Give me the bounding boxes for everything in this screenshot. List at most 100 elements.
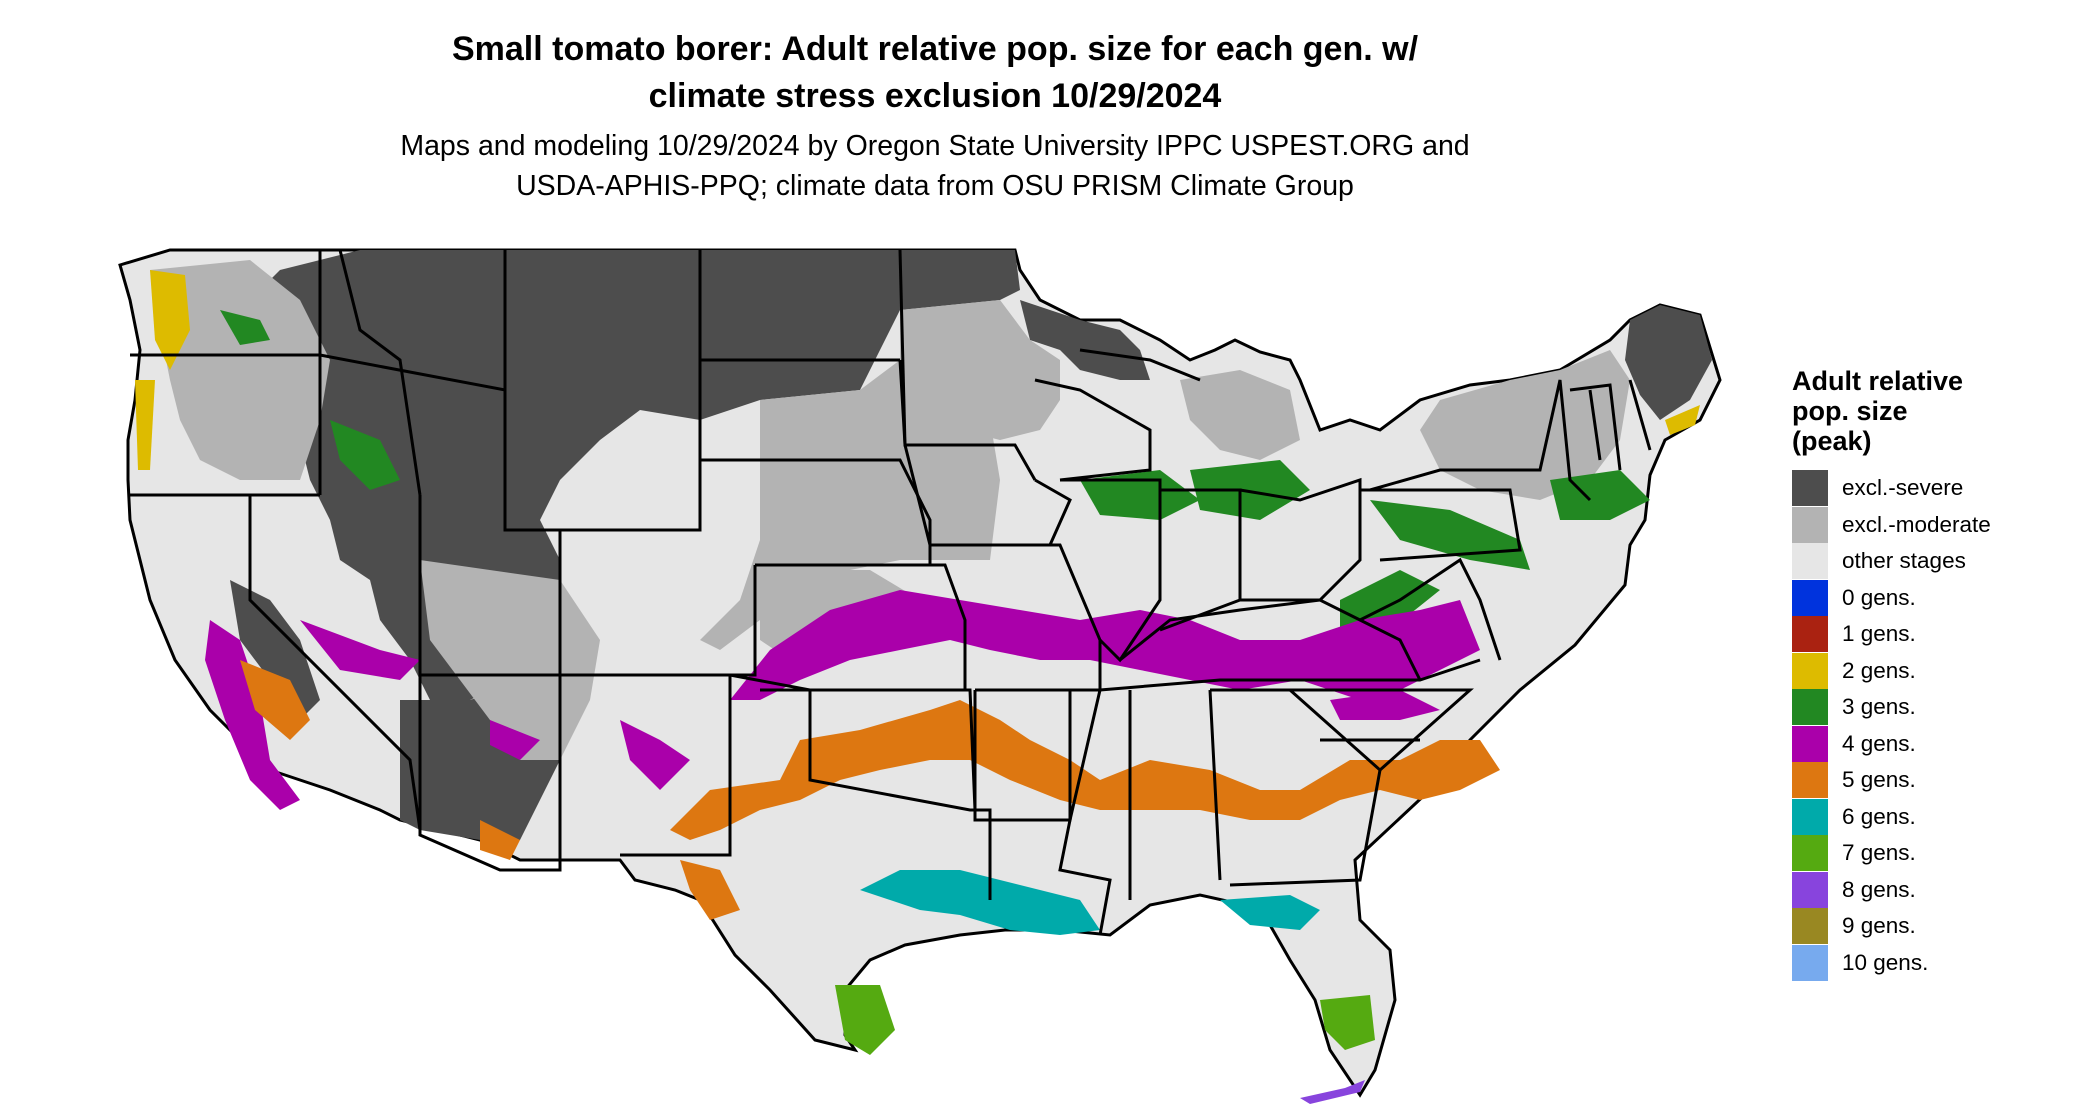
severe-nevada-west (230, 580, 320, 720)
legend-swatch (1792, 470, 1828, 507)
magenta-nevada (300, 620, 420, 680)
boundary-wisconsin (1034, 378, 1152, 482)
map-subtitle: Maps and modeling 10/29/2024 by Oregon S… (0, 126, 1870, 206)
legend-item: 8 gens. (1792, 871, 1991, 909)
yellow-maine-coast (1665, 405, 1700, 435)
legend-title: Adult relative pop. size (peak) (1792, 366, 1991, 456)
legend-title-line-1: Adult relative (1792, 366, 1964, 396)
boundary-idaho-montana (338, 249, 422, 496)
legend-item: excl.-severe (1792, 470, 1991, 507)
legend-items: excl.-severe excl.-moderate other stages 0 … (1792, 470, 1991, 981)
boundary-kentucky-tennessee (1099, 658, 1481, 692)
subtitle-line-1: Maps and modeling 10/29/2024 by Oregon S… (400, 130, 1470, 162)
lime-south-texas (835, 985, 895, 1055)
severe-great-lakes-north (1020, 300, 1150, 380)
boundary-pennsylvania (1360, 488, 1522, 562)
boundary-new-york (1369, 379, 1592, 502)
legend-label: 0 gens. (1842, 584, 1916, 610)
green-michigan-south (1190, 460, 1310, 520)
moderate-upper-midwest (900, 300, 1060, 440)
green-new-england (1550, 470, 1650, 520)
legend-swatch (1792, 689, 1828, 726)
legend-swatch (1792, 543, 1828, 580)
legend-swatch (1792, 506, 1828, 543)
legend-item: 6 gens. (1792, 798, 1991, 836)
orange-texas-west (680, 860, 740, 920)
legend-label: excl.-moderate (1842, 511, 1991, 537)
legend-label: other stages (1842, 548, 1966, 574)
seven-gens-regions (835, 985, 1375, 1055)
legend-swatch (1792, 579, 1828, 616)
state-boundaries (130, 249, 1652, 936)
legend-swatch (1792, 762, 1828, 799)
boundary-arizona (418, 675, 562, 872)
legend-item: 10 gens. (1792, 944, 1991, 982)
magenta-arizona (490, 720, 540, 760)
legend-label: 5 gens. (1842, 767, 1916, 793)
boundary-michigan-upper (1079, 348, 1201, 382)
magenta-new-mexico (620, 720, 690, 790)
legend-label: 3 gens. (1842, 694, 1916, 720)
boundary-new-mexico (560, 673, 732, 857)
title-line-2: climate stress exclusion 10/29/2024 (648, 77, 1222, 115)
lime-south-florida (1320, 995, 1375, 1050)
legend-label: excl.-severe (1842, 475, 1964, 501)
legend-label: 6 gens. (1842, 803, 1916, 829)
boundary-texas-north (729, 673, 992, 900)
legend-swatch (1792, 835, 1828, 872)
us-generations-map (118, 248, 1722, 1104)
severe-maine (1625, 305, 1712, 420)
boundary-kentucky-north (1119, 598, 1422, 681)
boundary-wyoming (503, 390, 702, 532)
green-idaho (330, 420, 400, 490)
legend-label: 7 gens. (1842, 840, 1916, 866)
yellow-puget-sound (150, 270, 190, 370)
purple-florida-keys (1300, 1080, 1365, 1104)
moderate-four-corners (420, 560, 600, 760)
legend-swatch (1792, 871, 1828, 908)
title-line-1: Small tomato borer: Adult relative pop. … (451, 30, 1419, 68)
green-washington (220, 310, 270, 345)
boundary-virginia (1359, 557, 1502, 661)
boundary-mississippi-alabama (1068, 689, 1222, 900)
legend-item: 5 gens. (1792, 762, 1991, 799)
legend-title-line-3: (peak) (1792, 426, 1872, 456)
boundary-oklahoma (810, 688, 977, 811)
five-gens-regions (240, 660, 1500, 920)
legend-item: excl.-moderate (1792, 506, 1991, 544)
legend-label: 2 gens. (1842, 657, 1916, 683)
moderate-michigan (1180, 370, 1300, 460)
legend-item: 1 gens. (1792, 616, 1991, 653)
boundary-new-england (1569, 379, 1652, 471)
legend-label: 8 gens. (1842, 876, 1916, 902)
subtitle-line-2: USDA-APHIS-PPQ; climate data from OSU PR… (516, 170, 1354, 202)
magenta-california (205, 620, 300, 810)
teal-gulf-band (860, 870, 1100, 935)
legend-swatch (1792, 616, 1828, 653)
map-title: Small tomato borer: Adult relative pop. … (0, 26, 1870, 120)
two-gens-regions (135, 270, 1700, 470)
yellow-oregon-coast (135, 380, 155, 470)
legend-item: 4 gens. (1792, 725, 1991, 763)
legend-swatch (1792, 798, 1828, 835)
teal-florida-panhandle (1220, 895, 1320, 930)
orange-california-south (240, 660, 310, 740)
boundary-ohio (1239, 477, 1362, 602)
legend-label: 9 gens. (1842, 913, 1916, 939)
legend-label: 4 gens. (1842, 730, 1916, 756)
boundary-illinois (1060, 478, 1162, 663)
orange-southern-band (670, 700, 1500, 840)
magenta-carolinas (1330, 690, 1440, 720)
boundary-minnesota (898, 359, 1037, 481)
legend-swatch (1792, 908, 1828, 945)
legend-title-line-2: pop. size (1792, 396, 1908, 426)
legend-swatch (1792, 725, 1828, 762)
orange-arizona (480, 820, 520, 860)
boundary-carolinas (1290, 688, 1474, 772)
legend-item: 9 gens. (1792, 908, 1991, 945)
legend-item: other stages (1792, 543, 1991, 580)
legend-item: 7 gens. (1792, 835, 1991, 872)
moderate-northeast (1420, 350, 1630, 500)
legend-item: 2 gens. (1792, 652, 1991, 690)
legend-item: 3 gens. (1792, 689, 1991, 726)
